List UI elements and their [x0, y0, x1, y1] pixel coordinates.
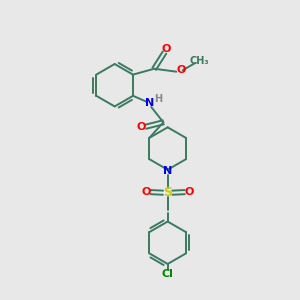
Text: O: O	[185, 187, 194, 197]
Text: CH₃: CH₃	[189, 56, 209, 66]
Text: H: H	[154, 94, 162, 104]
Text: N: N	[163, 167, 172, 176]
Text: S: S	[163, 186, 172, 199]
Text: O: O	[161, 44, 170, 54]
Text: O: O	[137, 122, 146, 132]
Text: Cl: Cl	[162, 269, 174, 279]
Text: N: N	[146, 98, 155, 108]
Text: O: O	[177, 65, 186, 76]
Text: O: O	[141, 187, 151, 197]
